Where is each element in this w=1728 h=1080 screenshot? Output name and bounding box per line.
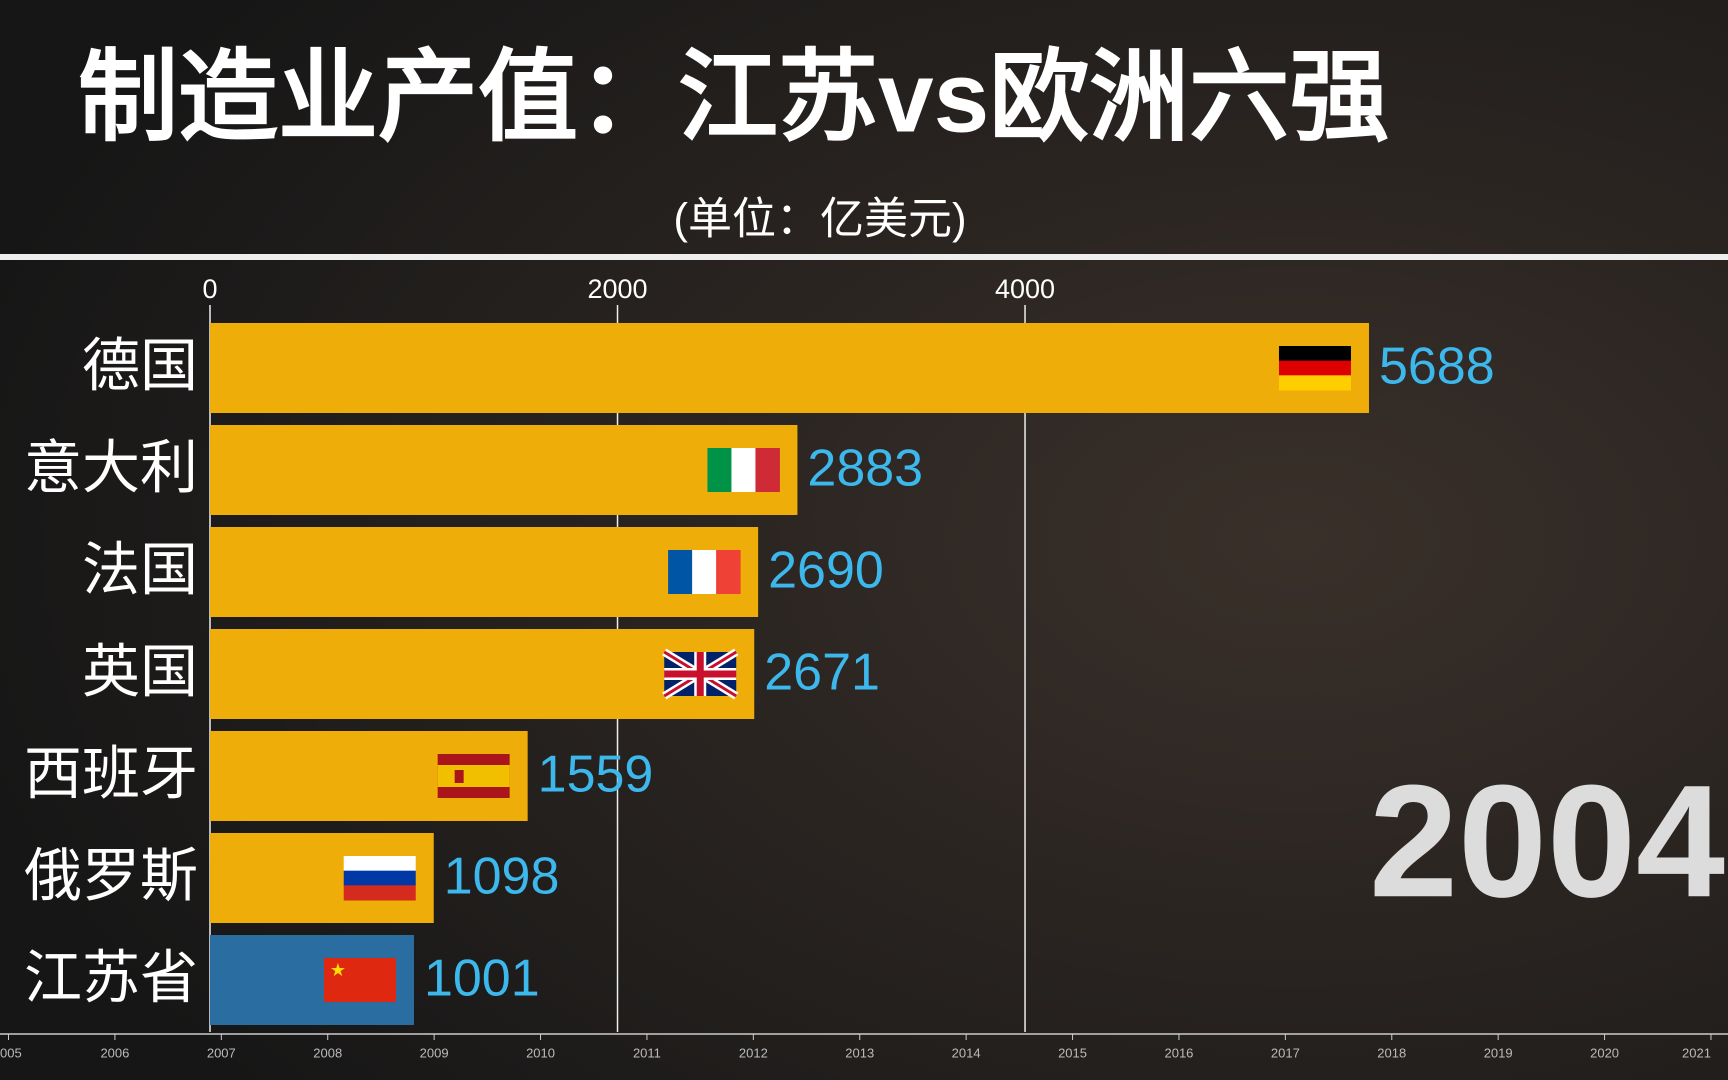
timeline-label: 2018 [1377,1045,1406,1060]
flag [707,448,780,492]
flag [662,648,739,700]
flag [437,754,510,798]
flag-stripe [668,550,693,594]
flag-stripe [437,765,510,787]
flag-field [323,958,396,1002]
flag-stripe [1278,375,1351,391]
value-label: 1559 [538,746,654,804]
bar [210,425,798,515]
x-tick-label: 2000 [587,274,647,304]
x-tick-label: 0 [202,274,217,304]
flag-stripe [731,448,756,492]
timeline-label: 2008 [313,1045,342,1060]
flag-stripe [343,856,416,872]
value-label: 2883 [807,440,923,498]
flag-stripe [755,448,780,492]
flag: ★ [323,958,396,1002]
timeline-label: 2016 [1164,1045,1193,1060]
value-label: 1001 [424,950,540,1008]
timeline-label: 2021 [1682,1045,1711,1060]
timeline-label: 005 [0,1045,22,1060]
timeline-label: 2014 [952,1045,981,1060]
timeline-label: 2007 [207,1045,236,1060]
timeline-label: 2015 [1058,1045,1087,1060]
flag-stripe [1278,346,1351,362]
flag-stripe [692,550,717,594]
timeline-label: 2010 [526,1045,555,1060]
flag-star: ★ [330,960,346,980]
bar [210,527,759,617]
flag [668,550,741,594]
category-label: 法国 [82,537,198,602]
divider [0,254,1728,260]
timeline-label: 2012 [739,1045,768,1060]
chart-subtitle: (单位：亿美元) [673,195,966,244]
flag-stripe [1278,360,1351,376]
flag-stripe [343,885,416,901]
value-label: 2671 [764,644,880,702]
category-label: 俄罗斯 [24,843,198,908]
timeline-label: 2020 [1590,1045,1619,1060]
category-label: 江苏省 [24,945,198,1010]
timeline-label: 2006 [100,1045,129,1060]
chart-title: 制造业产值：江苏vs欧洲六强 [78,41,1389,153]
bar [210,323,1369,413]
value-label: 1098 [444,848,560,906]
flag-cross [664,652,737,696]
flag-stripe [707,448,732,492]
category-label: 意大利 [24,435,198,500]
x-tick-label: 4000 [995,274,1055,304]
flag [343,856,416,901]
flag-stripe [716,550,741,594]
category-label: 德国 [82,333,198,398]
timeline-label: 2009 [420,1045,449,1060]
timeline-label: 2013 [845,1045,874,1060]
timeline-label: 2017 [1271,1045,1300,1060]
bar [210,629,755,719]
flag-stripe [343,870,416,886]
value-label: 2690 [768,542,884,600]
category-label: 西班牙 [24,741,198,806]
timeline-label: 2019 [1484,1045,1513,1060]
timeline-label: 2011 [633,1045,661,1060]
flag [1278,346,1351,391]
value-label: 5688 [1379,338,1495,396]
flag-emblem [454,770,464,783]
category-label: 英国 [82,639,198,704]
year-label: 2004 [1369,751,1725,930]
